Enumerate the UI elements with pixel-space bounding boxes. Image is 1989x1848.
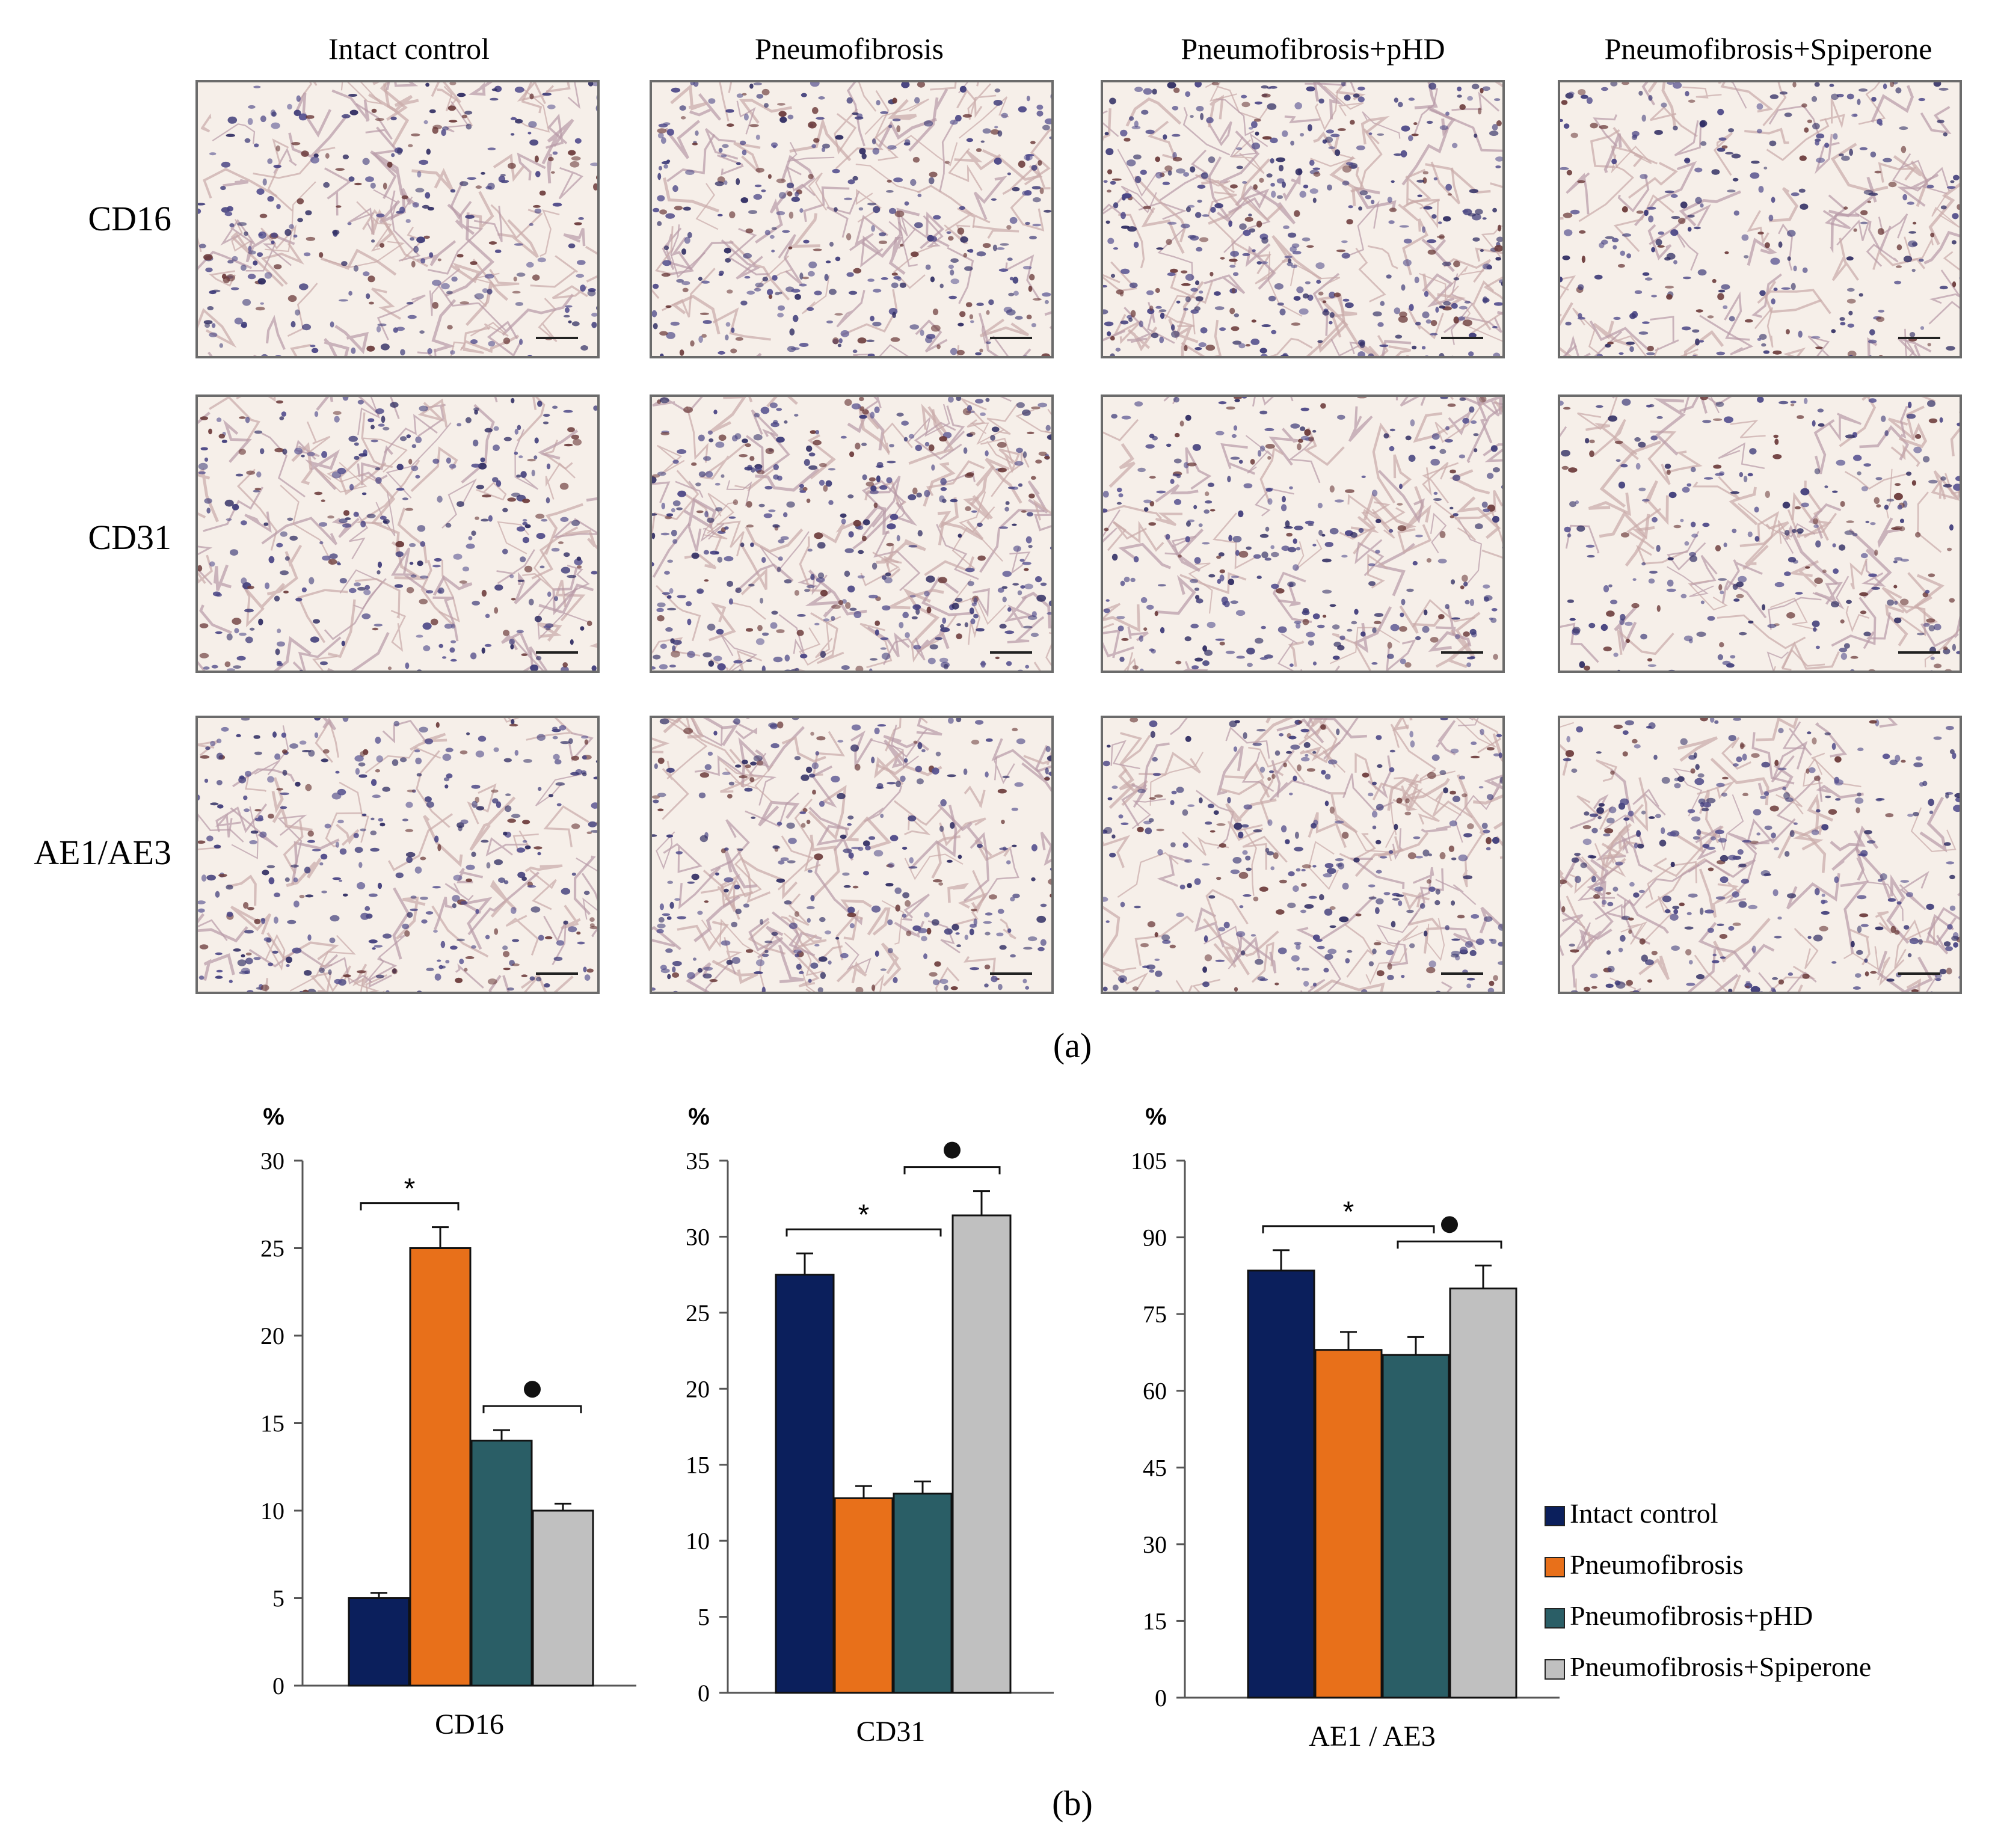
bar-2: [834, 1497, 894, 1694]
row-label-ae1-ae3: AE1/AE3: [34, 833, 171, 872]
micrograph-cd16-intact-control: [195, 80, 600, 358]
micrograph-cd16-pneumofibrosis-spiperone: [1558, 80, 1962, 358]
x-axis-label: AE1 / AE3: [1309, 1721, 1436, 1752]
micrograph-ae1-ae3-intact-control: [195, 716, 600, 994]
column-title-pneumofibrosis-phd: Pneumofibrosis+pHD: [1181, 32, 1445, 66]
significance-star: *: [858, 1199, 870, 1231]
column-title-pneumofibrosis-spiperone: Pneumofibrosis+Spiperone: [1604, 32, 1932, 66]
y-tick-label: 30: [686, 1223, 710, 1250]
bar-4: [1449, 1288, 1517, 1699]
y-tick-label: 60: [1143, 1378, 1167, 1405]
y-tick-label: 10: [686, 1527, 710, 1555]
legend-swatch: [1545, 1608, 1565, 1629]
significance-bracket: [785, 1228, 942, 1237]
legend-label: Intact control: [1570, 1498, 1718, 1529]
y-tick-label: 0: [698, 1680, 710, 1707]
significance-dot: [944, 1141, 961, 1159]
y-tick-label: 10: [260, 1497, 284, 1524]
y-axis-label: %: [688, 1104, 710, 1130]
legend-swatch: [1545, 1659, 1565, 1680]
significance-bracket: [360, 1202, 460, 1211]
micrograph-ae1-ae3-pneumofibrosis: [650, 716, 1054, 994]
significance-dot: [524, 1381, 541, 1398]
bar-4: [532, 1509, 594, 1687]
y-tick-label: 90: [1143, 1224, 1167, 1251]
micrograph-cd31-pneumofibrosis: [650, 394, 1054, 673]
micrograph-ae1-ae3-pneumofibrosis-phd: [1101, 716, 1505, 994]
significance-star: *: [404, 1173, 416, 1205]
x-axis-label: CD16: [435, 1708, 504, 1740]
significance-bracket: [903, 1166, 1001, 1174]
y-tick-label: 75: [1143, 1301, 1167, 1328]
bar-1: [775, 1274, 835, 1694]
micrograph-cd16-pneumofibrosis: [650, 80, 1054, 358]
y-tick-label: 0: [272, 1672, 284, 1699]
micrograph-cd31-pneumofibrosis-spiperone: [1558, 394, 1962, 673]
x-axis-label: CD31: [856, 1716, 926, 1748]
y-tick-label: 15: [260, 1410, 284, 1437]
micrograph-cd31-intact-control: [195, 394, 600, 673]
row-label-cd31: CD31: [88, 518, 171, 557]
significance-bracket: [1262, 1225, 1435, 1233]
y-tick-label: 25: [686, 1300, 710, 1327]
y-tick-label: 0: [1155, 1684, 1167, 1711]
micrograph-cd31-pneumofibrosis-phd: [1101, 394, 1505, 673]
y-tick-label: 5: [272, 1585, 284, 1612]
y-tick-label: 25: [260, 1235, 284, 1262]
y-axis-label: %: [263, 1104, 284, 1130]
y-tick-label: 45: [1143, 1454, 1167, 1481]
caption-a: (a): [1053, 1026, 1092, 1065]
y-tick-label: 105: [1131, 1147, 1167, 1174]
bar-2: [409, 1247, 472, 1687]
bar-4: [951, 1214, 1012, 1694]
y-tick-label: 5: [698, 1604, 710, 1631]
legend-label: Pneumofibrosis+Spiperone: [1570, 1651, 1872, 1682]
y-tick-label: 30: [1143, 1531, 1167, 1558]
bar-2: [1314, 1349, 1383, 1699]
significance-star: *: [1343, 1196, 1354, 1228]
row-label-cd16: CD16: [88, 199, 171, 238]
column-title-intact-control: Intact control: [328, 32, 490, 66]
caption-b: (b): [1052, 1784, 1093, 1823]
y-tick-label: 15: [686, 1452, 710, 1479]
y-tick-label: 20: [260, 1322, 284, 1349]
legend-label: Pneumofibrosis+pHD: [1570, 1600, 1813, 1631]
micrograph-cd16-pneumofibrosis-phd: [1101, 80, 1505, 358]
y-axis-label: %: [1145, 1104, 1167, 1130]
y-tick-label: 15: [1143, 1607, 1167, 1635]
significance-dot: [1441, 1216, 1458, 1233]
bar-1: [348, 1597, 410, 1687]
bar-1: [1247, 1269, 1315, 1699]
column-title-pneumofibrosis: Pneumofibrosis: [755, 32, 944, 66]
bar-3: [893, 1493, 953, 1694]
y-tick-label: 35: [686, 1147, 710, 1174]
bar-3: [470, 1440, 533, 1687]
legend-swatch: [1545, 1506, 1565, 1526]
significance-bracket: [1397, 1240, 1502, 1249]
micrograph-ae1-ae3-pneumofibrosis-spiperone: [1558, 716, 1962, 994]
legend-swatch: [1545, 1557, 1565, 1577]
bar-3: [1382, 1354, 1450, 1699]
y-tick-label: 30: [260, 1147, 284, 1174]
legend-label: Pneumofibrosis: [1570, 1549, 1744, 1580]
significance-bracket: [482, 1405, 582, 1414]
y-tick-label: 20: [686, 1375, 710, 1402]
